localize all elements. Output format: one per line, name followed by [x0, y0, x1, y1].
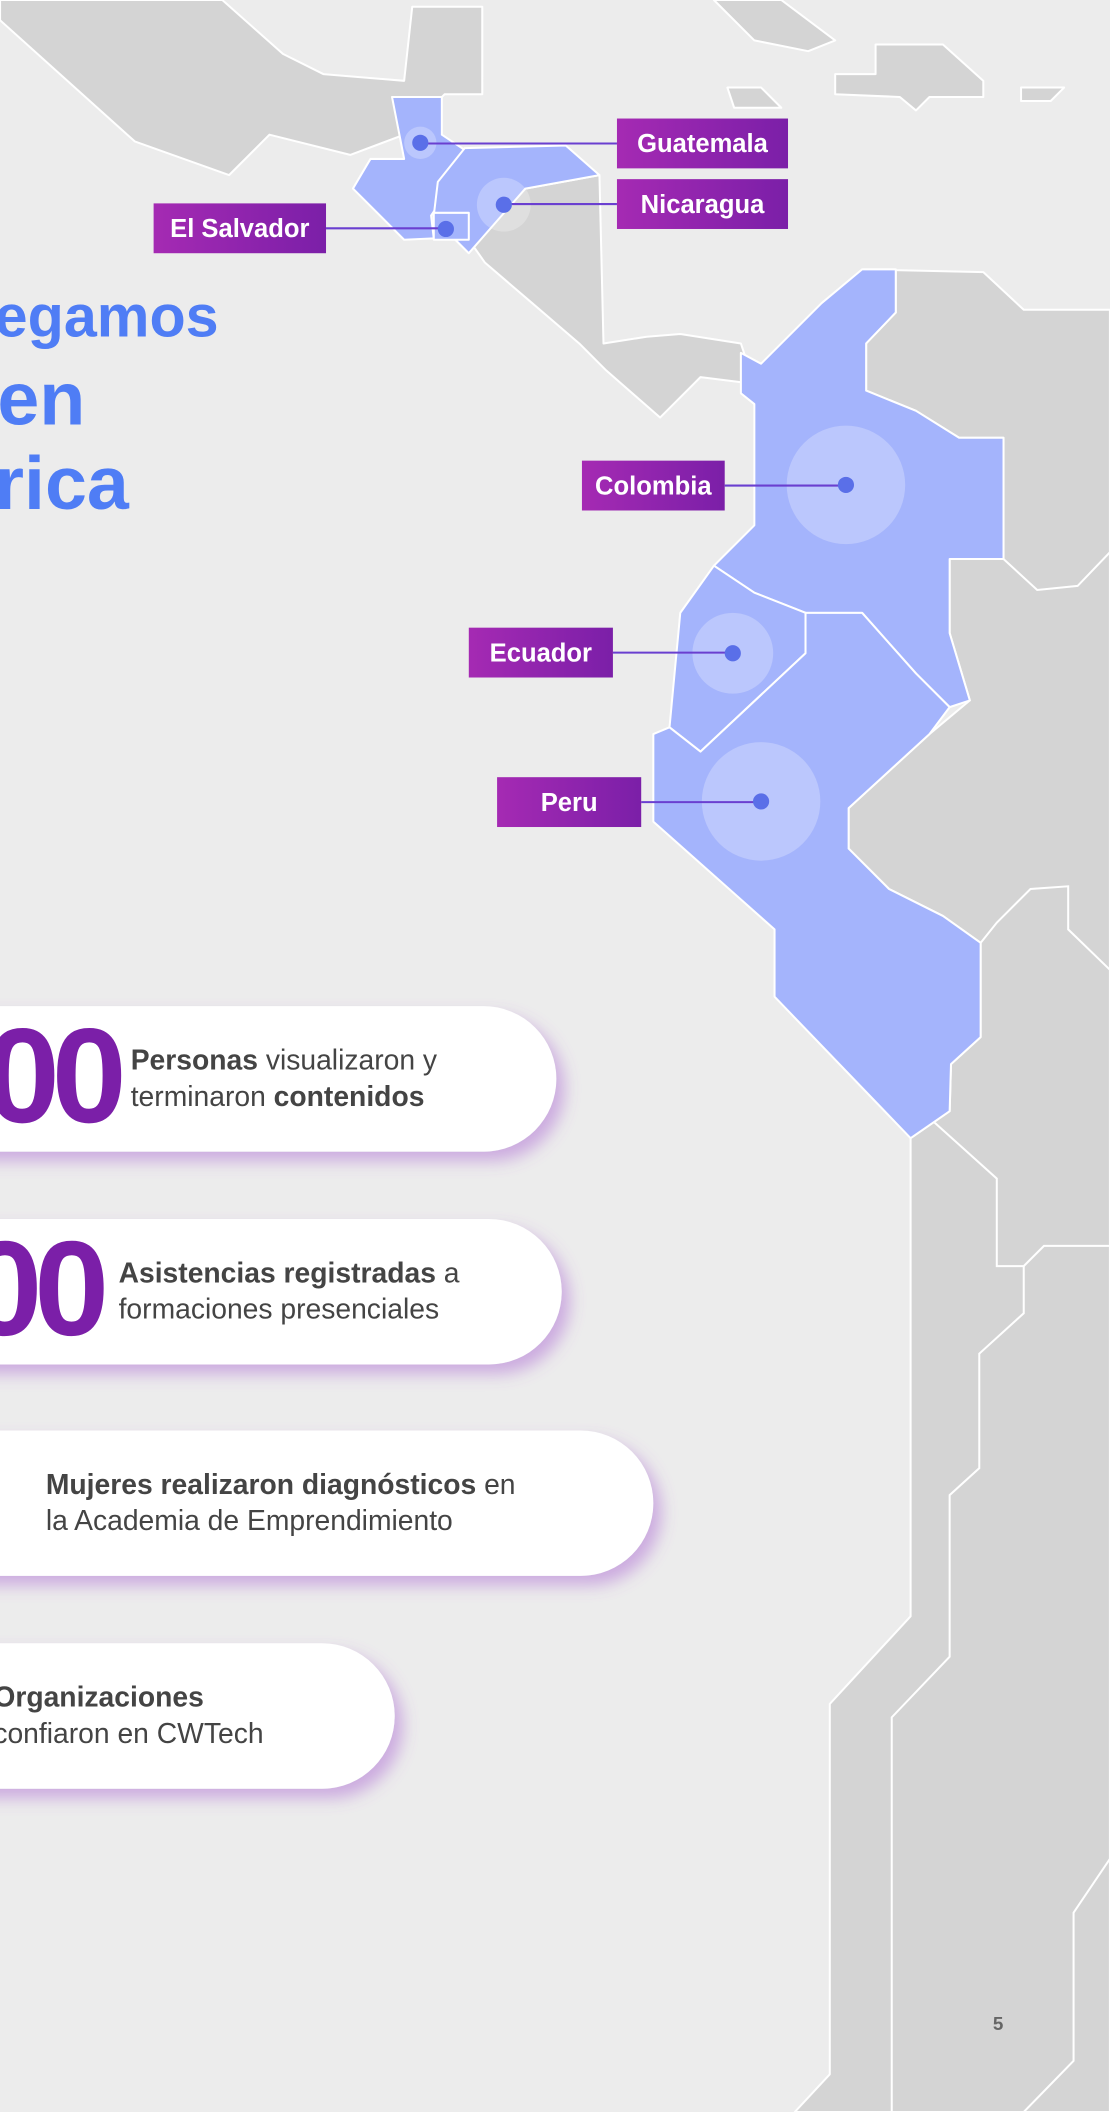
leader-line	[641, 801, 763, 804]
heading-line: rica	[0, 441, 130, 525]
stat-text-part: a	[436, 1256, 460, 1288]
stat-text: formaciones presenciales	[119, 1293, 440, 1325]
stat-text: confiaron en CWTech	[0, 1717, 264, 1749]
heading-line: egamos	[0, 283, 219, 350]
stat-number: 00	[0, 1000, 122, 1151]
stat-text-part: Personas	[131, 1043, 258, 1075]
stat-text: Asistencias registradas a	[119, 1256, 460, 1288]
country-dot	[724, 645, 741, 662]
stat-text-part: formaciones presenciales	[119, 1293, 440, 1325]
stat-text-part: confiaron en CWTech	[0, 1717, 264, 1749]
country-dot	[753, 793, 770, 810]
stat-text: Personas visualizaron y	[131, 1043, 438, 1075]
country-label: Colombia	[595, 472, 712, 500]
country-label: Nicaragua	[641, 191, 765, 219]
country-label-box	[153, 203, 327, 254]
stat-text-part: Asistencias registradas	[119, 1256, 436, 1288]
country-dot	[412, 134, 429, 151]
country-label-box	[616, 179, 789, 229]
stat-text: la Academia de Emprendimiento	[46, 1504, 453, 1536]
country-label-box	[497, 777, 642, 828]
stat-card	[0, 1643, 395, 1789]
country-labels: Guatemala Nicaragua El Salvador Colombia Ecu…	[153, 118, 906, 861]
country-label: Ecuador	[490, 639, 592, 667]
country-dot	[437, 220, 454, 238]
country-label: Guatemala	[637, 130, 769, 158]
stat-card	[0, 1006, 557, 1152]
stat-card	[0, 1430, 654, 1576]
stat-cards: 00 Personas visualizaron y terminaron cont…	[0, 1000, 654, 1789]
country-dot	[495, 196, 512, 213]
stat-text-part: terminaron	[131, 1080, 274, 1112]
country-label: Peru	[541, 789, 598, 817]
stat-text-part: la Academia de Emprendimiento	[46, 1504, 453, 1536]
leader-line	[724, 484, 847, 487]
stat-card	[0, 1219, 562, 1365]
country-label: El Salvador	[170, 215, 309, 243]
stat-number: 00	[0, 1213, 104, 1364]
country-label-box	[581, 460, 725, 511]
stat-text: terminaron contenidos	[131, 1080, 425, 1112]
stat-text: Mujeres realizaron diagnósticos en	[46, 1468, 516, 1500]
leader-line	[326, 227, 447, 230]
heading-line: en	[0, 356, 85, 440]
stat-text: Organizaciones	[0, 1681, 204, 1713]
stat-text-part: contenidos	[274, 1080, 425, 1112]
country-label-box	[616, 118, 789, 169]
stat-text-part: Organizaciones	[0, 1681, 204, 1713]
stat-text-part: en	[476, 1468, 515, 1500]
leader-line	[612, 651, 734, 654]
page-number: 5	[993, 2013, 1003, 2034]
country-dot	[837, 476, 855, 493]
stat-text-part: Mujeres realizaron diagnósticos	[46, 1468, 476, 1500]
country-label-box	[468, 627, 613, 678]
stat-text-part: visualizaron y	[258, 1043, 438, 1075]
